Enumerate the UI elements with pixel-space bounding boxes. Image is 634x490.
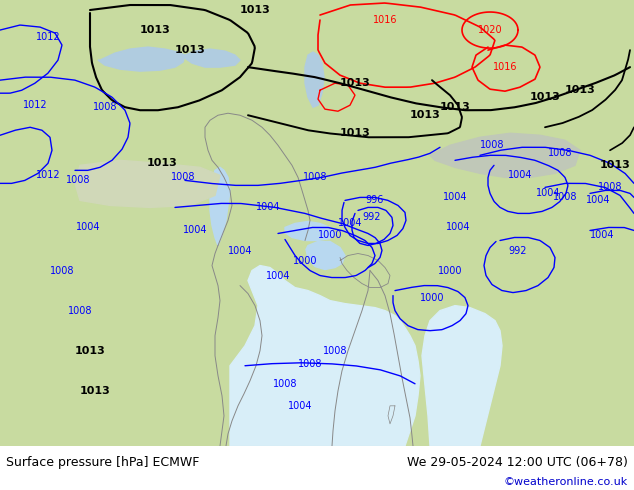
Polygon shape [306,242,345,270]
Text: 1004: 1004 [443,193,467,202]
Text: 1013: 1013 [600,160,630,171]
Text: 1004: 1004 [75,222,100,232]
Text: 1008: 1008 [171,172,195,182]
Text: 1000: 1000 [437,266,462,275]
Text: 1013: 1013 [240,5,270,15]
Text: ©weatheronline.co.uk: ©weatheronline.co.uk [503,477,628,487]
Text: 1004: 1004 [266,270,290,281]
Text: 1004: 1004 [536,188,560,198]
Text: 1000: 1000 [293,255,317,266]
Polygon shape [285,221,335,241]
Text: 1004: 1004 [590,230,614,241]
Text: 1008: 1008 [480,140,504,150]
Text: 1016: 1016 [373,15,398,25]
Text: 1008: 1008 [553,193,577,202]
Text: 1004: 1004 [586,196,611,205]
Text: 1008: 1008 [49,266,74,275]
Text: 1008: 1008 [93,102,117,112]
Text: 992: 992 [363,213,381,222]
Text: 1012: 1012 [36,171,60,180]
Text: 1004: 1004 [446,222,470,232]
Text: 996: 996 [366,196,384,205]
Text: 1012: 1012 [23,100,48,110]
Text: 1000: 1000 [318,230,342,241]
Polygon shape [75,160,220,207]
Text: 1013: 1013 [139,25,171,35]
Polygon shape [98,47,185,71]
Text: We 29-05-2024 12:00 UTC (06+78): We 29-05-2024 12:00 UTC (06+78) [407,456,628,469]
Text: 1012: 1012 [36,32,60,42]
Text: 1008: 1008 [68,306,93,316]
Text: 1008: 1008 [298,359,322,369]
Text: Surface pressure [hPa] ECMWF: Surface pressure [hPa] ECMWF [6,456,200,469]
Text: 1013: 1013 [439,102,470,112]
Text: 1013: 1013 [340,128,370,138]
Text: 1004: 1004 [228,245,252,255]
Text: 1004: 1004 [288,401,313,411]
Polygon shape [210,168,230,245]
Text: 1008: 1008 [66,175,90,185]
Text: 1013: 1013 [565,85,595,95]
Text: 1013: 1013 [410,110,441,120]
Text: 1013: 1013 [75,346,105,356]
Polygon shape [185,49,240,67]
Text: 1004: 1004 [183,225,207,236]
Polygon shape [430,133,580,177]
Text: 1008: 1008 [273,379,297,389]
Text: 1000: 1000 [420,293,444,303]
Text: 1008: 1008 [323,346,347,356]
Text: 992: 992 [508,245,527,255]
Text: 1004: 1004 [256,202,280,213]
Polygon shape [230,266,420,446]
Text: 1016: 1016 [493,62,517,72]
Text: 1013: 1013 [340,78,370,88]
Text: 1004: 1004 [508,171,533,180]
Text: 1013: 1013 [80,386,110,396]
Text: 1008: 1008 [548,148,573,158]
Text: 1004: 1004 [338,219,362,228]
Text: 1013: 1013 [174,45,205,55]
Text: 1013: 1013 [529,92,560,102]
Text: 1020: 1020 [477,25,502,35]
Text: 1013: 1013 [146,158,178,169]
Polygon shape [305,52,324,107]
Polygon shape [422,306,502,446]
Text: 1008: 1008 [598,182,622,193]
Text: 1008: 1008 [303,172,327,182]
